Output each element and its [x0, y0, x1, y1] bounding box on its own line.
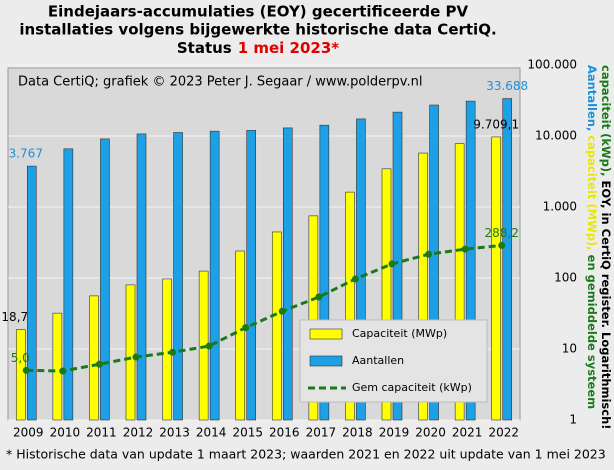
line-marker [22, 366, 30, 374]
x-tick-label: 2014 [196, 426, 227, 440]
line-marker [388, 260, 396, 268]
chart-title: Eindejaars-accumulaties (EOY) gecertific… [48, 3, 469, 21]
legend-label: Aantallen [352, 354, 404, 367]
data-label: 9.709,1 [473, 117, 519, 131]
bar [319, 124, 330, 421]
x-tick-label: 2009 [13, 426, 44, 440]
legend-label: Capaciteit (MWp) [352, 327, 447, 340]
status-label: Status [177, 39, 232, 57]
bar [26, 165, 37, 421]
bar [454, 143, 465, 421]
x-tick-label: 2016 [269, 426, 300, 440]
y-tick-label: 1.000 [543, 200, 577, 214]
y-axis-label-part: capaciteit (kWp), [600, 65, 614, 177]
bar [345, 191, 355, 421]
status-date: 1 mei 2023* [238, 39, 340, 57]
y-axis-label-part: en gemiddelde systeem [586, 255, 600, 409]
chart-title: installaties volgens bijgewerkte histori… [19, 21, 496, 39]
y-axis-label-part: Aantallen, [586, 65, 600, 131]
x-tick-label: 2013 [159, 426, 190, 440]
bar [246, 130, 257, 421]
line-marker [351, 275, 359, 283]
legend-swatch [309, 355, 343, 367]
line-marker [278, 307, 286, 315]
y-tick-label: 100 [554, 271, 577, 285]
bar [15, 329, 26, 421]
line-marker [242, 324, 250, 332]
y-tick-label: 10 [562, 342, 577, 356]
bar [491, 136, 502, 421]
bar [429, 104, 439, 421]
footnote: * Historische data van update 1 maart 20… [6, 447, 606, 462]
x-tick-label: 2020 [415, 426, 446, 440]
line-marker [205, 342, 213, 350]
x-tick-label: 2017 [306, 426, 337, 440]
bar [418, 152, 428, 421]
y-axis-label: Aantallen, capaciteit (MWp), en gemiddelde… [586, 65, 600, 409]
bar [465, 100, 476, 421]
x-tick-label: 2022 [488, 426, 519, 440]
chart-title: Status 1 mei 2023* [177, 39, 339, 57]
x-tick-label: 2019 [379, 426, 410, 440]
data-label: 3.767 [9, 147, 43, 161]
x-tick-label: 2010 [50, 426, 81, 440]
bar [136, 133, 147, 421]
bar [125, 284, 136, 421]
data-label: 33.688 [486, 79, 528, 93]
line-marker [169, 348, 177, 356]
y-axis-label: capaciteit (kWp), EOY, in CertiQ register… [600, 65, 614, 430]
bar [356, 118, 366, 421]
bar [100, 138, 110, 421]
x-tick-label: 2021 [452, 426, 483, 440]
x-tick-label: 2018 [342, 426, 373, 440]
bar [89, 295, 99, 421]
bar [381, 168, 392, 421]
bar [308, 215, 319, 421]
bar [271, 231, 282, 421]
x-tick-label: 2012 [123, 426, 154, 440]
bar [162, 278, 172, 421]
line-marker [425, 250, 433, 258]
source: Data CertiQ; grafiek © 2023 Peter J. Seg… [18, 75, 422, 90]
data-label: 18,7 [1, 310, 28, 324]
bar [235, 250, 246, 421]
y-axis-label-part: capaciteit (MWp), [586, 135, 600, 250]
data-label: 288,2 [485, 226, 519, 240]
legend-label: Gem capaciteit (kWp) [352, 381, 472, 394]
y-tick-label: 100.000 [527, 58, 577, 72]
line-marker [498, 241, 506, 249]
y-axis-label-part: EOY, in CertiQ register. Logarithmisch! [600, 181, 614, 430]
bar [282, 127, 293, 421]
data-label: 5,0 [11, 351, 30, 365]
x-tick-label: 2015 [232, 426, 263, 440]
line [26, 243, 502, 373]
line-marker [132, 353, 140, 361]
y-tick-label: 1 [569, 413, 577, 427]
bar [209, 130, 220, 421]
line-marker [315, 293, 323, 301]
y-tick-label: 10.000 [535, 129, 577, 143]
bar [63, 148, 74, 421]
x-tick-label: 2011 [86, 426, 117, 440]
line-marker [461, 245, 469, 253]
legend-swatch [309, 328, 343, 340]
bar [173, 132, 183, 421]
bar [502, 98, 513, 421]
line-marker [59, 367, 67, 375]
bar [52, 312, 63, 421]
line-marker [95, 360, 103, 368]
